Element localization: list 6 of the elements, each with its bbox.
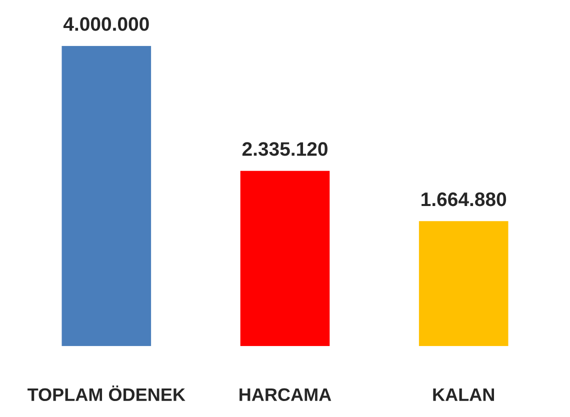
data-label: 1.664.880	[422, 192, 506, 206]
x-tick-label: TOPLAM ÖDENEK	[28, 385, 186, 402]
data-label: 2.335.120	[242, 142, 328, 156]
x-tick-label: HARCAMA	[240, 388, 332, 402]
data-label: 4.000.000	[63, 17, 149, 31]
x-tick-label: KALAN	[433, 388, 494, 401]
